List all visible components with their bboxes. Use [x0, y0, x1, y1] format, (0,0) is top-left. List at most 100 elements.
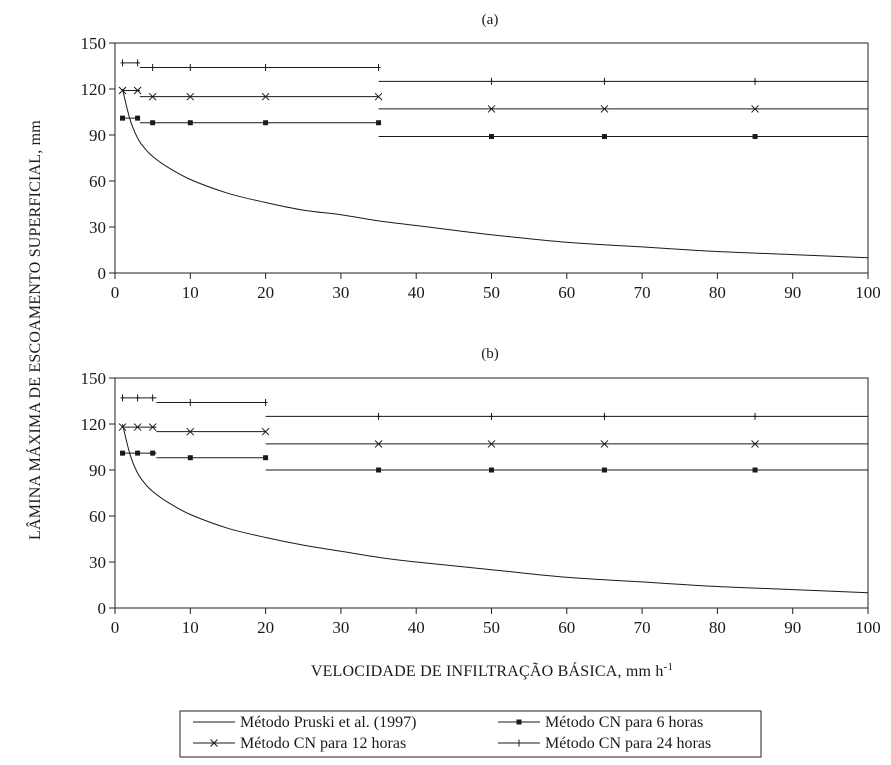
- panel-b-metodo-cn-para-6-horas-point-10: [188, 455, 193, 460]
- panel-a-metodo-cn-para-6-horas-point-65: [602, 134, 607, 139]
- panel-b-x-tick-label-40: 40: [408, 618, 425, 637]
- panel-a-y-tick-label-0: 0: [98, 264, 107, 283]
- panel-b-x-tick-label-60: 60: [558, 618, 575, 637]
- panel-b-series-metodo-cn-para-24-horas: [121, 394, 868, 419]
- panel-a-metodo-cn-para-24-horas-point-3: [136, 59, 140, 66]
- panel-b-x-tick-label-10: 10: [182, 618, 199, 637]
- panel-b-y-tick-label-120: 120: [81, 415, 107, 434]
- panel-b-x-tick-label-0: 0: [111, 618, 120, 637]
- panel-a-curve-metodo-pruski-et-al-1997: [123, 89, 869, 258]
- panel-a-x-tick-label-40: 40: [408, 283, 425, 302]
- panel-a-metodo-cn-para-24-horas-point-5: [151, 64, 155, 71]
- panel-a-metodo-cn-para-6-horas-point-3: [135, 116, 140, 121]
- panel-a-series-metodo-cn-para-12-horas: [119, 87, 868, 112]
- panel-b-series: [119, 394, 868, 592]
- panel-b-plot-frame: [115, 378, 868, 608]
- panel-a-axes: 0 10 20 30 40 50 60 70 80 90 100 0 30 60 90 120 150: [81, 34, 881, 302]
- panel-a-y-tick-label-120: 120: [81, 80, 107, 99]
- panel-b-x-tick-label-80: 80: [709, 618, 726, 637]
- panel-a-series-metodo-cn-para-24-horas: [121, 59, 868, 84]
- panel-a-x-tick-label-100: 100: [855, 283, 881, 302]
- x-axis-title-text: VELOCIDADE DE INFILTRAÇÃO BÁSICA, mm h: [311, 661, 664, 680]
- panel-a-x-tick-label-60: 60: [558, 283, 575, 302]
- panel-b-series-metodo-pruski-et-al-1997: [123, 424, 869, 593]
- panel-b-x-tick-label-30: 30: [332, 618, 349, 637]
- panel-a-x-tick-label-0: 0: [111, 283, 120, 302]
- panel-b-x-tick-label-90: 90: [784, 618, 801, 637]
- panel-a-y-tick-label-90: 90: [89, 126, 106, 145]
- panel-b-x-tick-label-50: 50: [483, 618, 500, 637]
- panel-a-metodo-cn-para-6-horas-point-35: [376, 120, 381, 125]
- legend-swatch-marker-2: [517, 720, 522, 725]
- panel-a-metodo-cn-para-24-horas-point-85: [753, 78, 757, 85]
- legend-label-3: Método CN para 12 horas: [240, 735, 406, 752]
- panel-b-y-tick-label-90: 90: [89, 461, 106, 480]
- panel-a-metodo-cn-para-6-horas-point-20: [263, 120, 268, 125]
- panel-a-x-tick-label-10: 10: [182, 283, 199, 302]
- legend-label-1: Método Pruski et al. (1997): [240, 714, 416, 731]
- panel-b-metodo-cn-para-6-horas-point-3: [135, 451, 140, 456]
- panel-a-x-tick-label-80: 80: [709, 283, 726, 302]
- panel-a-series: [119, 59, 868, 257]
- legend-label-2: Método CN para 6 horas: [545, 714, 703, 731]
- panel-b-metodo-cn-para-6-horas-point-65: [602, 468, 607, 473]
- panel-b-metodo-cn-para-24-horas-point-3: [136, 394, 140, 401]
- panel-a-metodo-cn-para-24-horas-point-10: [188, 64, 192, 71]
- panel-b-label: (b): [481, 346, 499, 362]
- panel-b-metodo-cn-para-24-horas-point-50: [490, 413, 494, 420]
- panel-a-metodo-cn-para-24-horas-point-35: [377, 64, 381, 71]
- panel-a-metodo-cn-para-6-horas-point-85: [753, 134, 758, 139]
- panel-a-y-tick-label-30: 30: [89, 218, 106, 237]
- panel-a-metodo-cn-para-24-horas-point-20: [264, 64, 268, 71]
- panel-b-x-tick-label-70: 70: [634, 618, 651, 637]
- panel-a-plot-frame: [115, 43, 868, 273]
- panel-b-metodo-cn-para-6-horas-point-50: [489, 468, 494, 473]
- panel-b-metodo-cn-para-6-horas-point-5: [150, 451, 155, 456]
- panel-a-label: (a): [482, 12, 499, 28]
- legend: Método Pruski et al. (1997) Método CN par…: [180, 711, 761, 757]
- panel-a-x-tick-label-90: 90: [784, 283, 801, 302]
- panel-b-x-tick-label-20: 20: [257, 618, 274, 637]
- panel-b-y-tick-label-30: 30: [89, 553, 106, 572]
- panel-a-metodo-cn-para-6-horas-point-10: [188, 120, 193, 125]
- panel-b: (b) 0 10 20 30 40 50 60 70 80 90 100 0 30 60 90 120 150: [81, 346, 881, 637]
- legend-label-4: Método CN para 24 horas: [545, 735, 711, 752]
- panel-b-metodo-cn-para-24-horas-point-20: [264, 399, 268, 406]
- x-axis-title-superscript: -1: [664, 661, 674, 673]
- panel-b-metodo-cn-para-6-horas-point-20: [263, 455, 268, 460]
- panel-a-x-tick-label-20: 20: [257, 283, 274, 302]
- panel-a-metodo-cn-para-6-horas-point-5: [150, 120, 155, 125]
- panel-b-metodo-cn-para-24-horas-point-10: [188, 399, 192, 406]
- panel-a-x-tick-label-30: 30: [332, 283, 349, 302]
- panel-b-metodo-cn-para-6-horas-point-35: [376, 468, 381, 473]
- panel-b-y-tick-label-60: 60: [89, 507, 106, 526]
- panel-b-metodo-cn-para-24-horas-point-85: [753, 413, 757, 420]
- panel-b-metodo-cn-para-24-horas-point-35: [377, 413, 381, 420]
- panel-b-series-metodo-cn-para-12-horas: [119, 424, 868, 448]
- panel-a-metodo-cn-para-24-horas-point-50: [490, 78, 494, 85]
- panel-a-series-metodo-cn-para-6-horas: [120, 116, 868, 139]
- panel-a-metodo-cn-para-6-horas-point-50: [489, 134, 494, 139]
- panel-b-y-tick-label-150: 150: [81, 369, 107, 388]
- panel-a-y-tick-label-60: 60: [89, 172, 106, 191]
- x-axis-title: VELOCIDADE DE INFILTRAÇÃO BÁSICA, mm h-1: [311, 661, 673, 680]
- panel-a-x-tick-label-70: 70: [634, 283, 651, 302]
- panel-b-metodo-cn-para-24-horas-point-65: [602, 413, 606, 420]
- panel-b-curve-metodo-pruski-et-al-1997: [123, 424, 869, 593]
- panel-a-metodo-cn-para-24-horas-point-65: [602, 78, 606, 85]
- panel-a-metodo-cn-para-6-horas-point-1: [120, 116, 125, 121]
- panel-b-metodo-cn-para-24-horas-point-5: [151, 394, 155, 401]
- panel-b-axes: 0 10 20 30 40 50 60 70 80 90 100 0 30 60 90 120 150: [81, 369, 881, 637]
- panel-b-x-tick-label-100: 100: [855, 618, 881, 637]
- panel-b-metodo-cn-para-24-horas-point-1: [121, 394, 125, 401]
- panel-b-series-metodo-cn-para-6-horas: [120, 451, 868, 473]
- panel-a-metodo-cn-para-24-horas-point-1: [121, 59, 125, 66]
- panel-a-y-tick-label-150: 150: [81, 34, 107, 53]
- panel-a-series-metodo-pruski-et-al-1997: [123, 89, 869, 258]
- panel-a-x-tick-label-50: 50: [483, 283, 500, 302]
- y-axis-title: LÂMINA MÁXIMA DE ESCOAMENTO SUPERFICIAL,…: [25, 120, 44, 540]
- panel-b-y-tick-label-0: 0: [98, 599, 107, 618]
- panel-b-metodo-cn-para-6-horas-point-85: [753, 468, 758, 473]
- panel-a: (a) 0 10 20 30 40 50 60 70 80 90 100 0 30 60 90 120 150: [81, 12, 881, 302]
